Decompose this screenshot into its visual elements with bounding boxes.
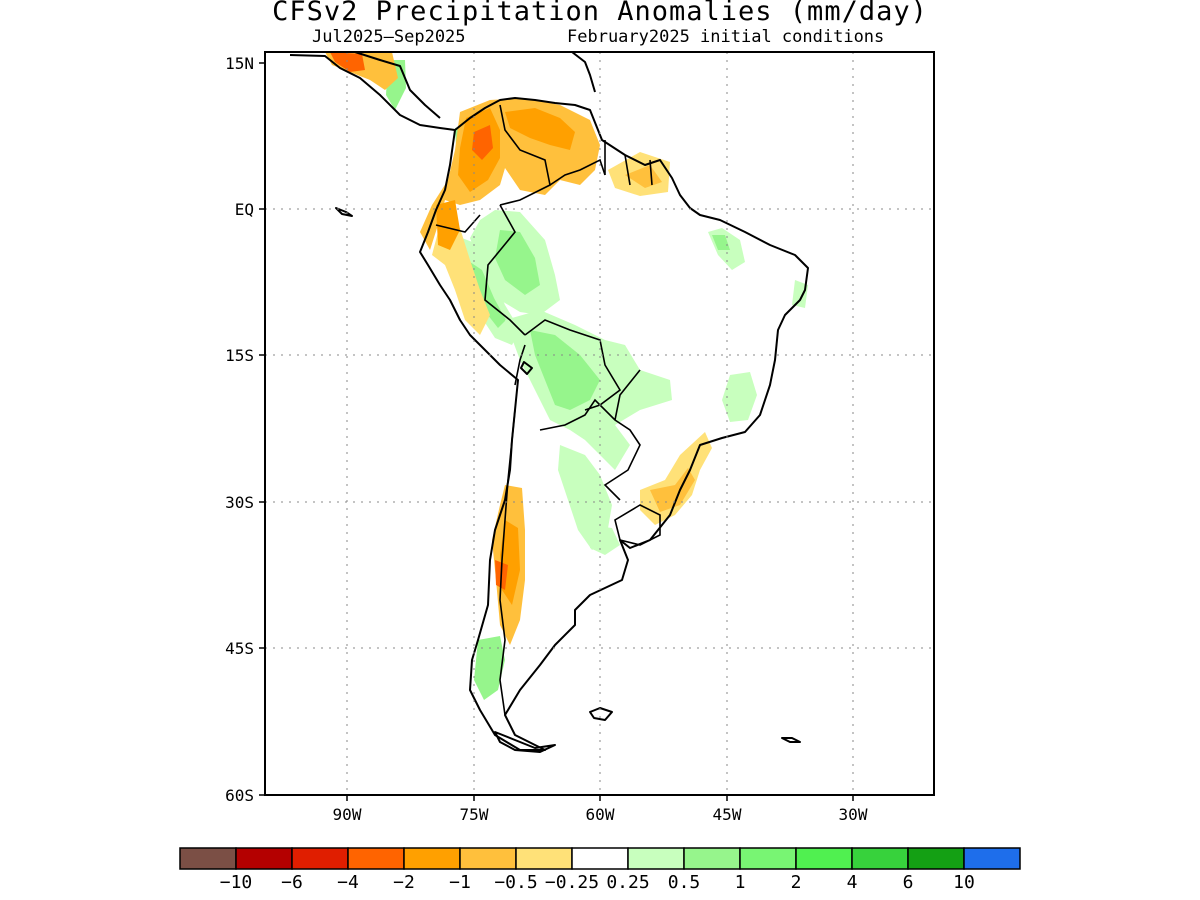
dry-anomalies — [325, 52, 712, 645]
colorbar-label: 2 — [791, 872, 802, 893]
country-borders — [435, 104, 661, 716]
anomaly-colombia-peak — [472, 125, 493, 160]
colorbar-label: 0.5 — [668, 872, 701, 893]
colorbar-label: 6 — [903, 872, 914, 893]
anomaly-peru-andes-core — [470, 262, 506, 328]
border-ecuador-peru — [435, 214, 481, 233]
colorbar-swatch — [851, 847, 909, 870]
anomaly-chaco-wet — [558, 445, 612, 550]
anomaly-brazil-east-wet — [792, 280, 808, 308]
colorbar-label: 0.25 — [606, 872, 649, 893]
colorbar-label: −4 — [337, 872, 359, 893]
border-guianas — [604, 140, 653, 186]
anomaly-mato-grosso-wet — [722, 372, 757, 422]
lat-labels: 15N EQ 15S 30S 45S 60S — [225, 54, 254, 805]
border-paraguay-brazil — [614, 369, 641, 421]
colorbar-label: −6 — [281, 872, 303, 893]
colorbar-swatch — [627, 847, 685, 870]
south-georgia — [781, 737, 801, 743]
colorbar: −10 −6 −4 −2 −1 −0.5 −0.25 0.25 0.5 1 2 4 6 10 — [179, 847, 1021, 893]
lake-titicaca — [520, 361, 533, 375]
colorbar-swatch — [571, 847, 629, 870]
colorbar-swatch — [907, 847, 965, 870]
anomaly-guianas-core — [625, 165, 662, 188]
anomaly-ecuador-core — [436, 200, 460, 250]
lat-label-60s: 60S — [225, 786, 254, 805]
lon-label-90w: 90W — [333, 805, 362, 824]
chart-title: CFSv2 Precipitation Anomalies (mm/day) — [272, 0, 928, 27]
border-peru-bolivia-brazil — [524, 319, 622, 411]
colorbar-label: −0.25 — [545, 872, 599, 893]
tick-marks — [259, 62, 854, 801]
colorbar-swatch — [291, 847, 349, 870]
caribbean-island-coast — [571, 52, 596, 93]
falkland-islands — [589, 707, 613, 721]
anomaly-bolivia-core — [530, 330, 600, 410]
colorbar-label: 1 — [735, 872, 746, 893]
anomaly-venezuela-core — [505, 108, 575, 150]
tierra-del-fuego — [494, 731, 556, 753]
anomaly-ecuador-peru-dry — [432, 228, 490, 335]
lat-label-30s: 30S — [225, 493, 254, 512]
subtitle-initial-conditions: February2025 initial conditions — [567, 27, 885, 47]
border-colombia-venezuela — [499, 104, 551, 206]
subtitle-period: Jul2025–Sep2025 — [312, 27, 466, 47]
colorbar-swatch — [515, 847, 573, 870]
lat-label-15s: 15S — [225, 346, 254, 365]
lat-label-45s: 45S — [225, 639, 254, 658]
anomaly-se-brazil-core — [650, 468, 695, 512]
colorbar-swatch — [795, 847, 853, 870]
colorbar-swatch — [683, 847, 741, 870]
colorbar-label: −2 — [393, 872, 415, 893]
colorbar-label: −0.5 — [494, 872, 537, 893]
colorbar-swatch — [235, 847, 293, 870]
border-venezuela-brazil — [549, 158, 606, 186]
border-colombia-peru-brazil — [484, 204, 526, 336]
colorbar-swatch — [459, 847, 517, 870]
lon-label-30w: 30W — [839, 805, 868, 824]
wet-anomalies — [386, 60, 808, 700]
colorbar-label: 10 — [953, 872, 975, 893]
lon-label-75w: 75W — [460, 805, 489, 824]
colorbar-label: −1 — [449, 872, 471, 893]
central-america-north-coast — [354, 52, 441, 119]
border-uruguay — [614, 504, 661, 546]
galapagos — [335, 207, 353, 217]
coastlines — [289, 52, 809, 753]
colorbar-label: 4 — [847, 872, 858, 893]
lat-label-15n: 15N — [225, 54, 254, 73]
lon-labels: 90W 75W 60W 45W 30W — [333, 805, 868, 824]
border-argentina-chile — [499, 409, 516, 716]
colorbar-swatch — [739, 847, 797, 870]
anomaly-western-amazon-core — [495, 230, 540, 295]
lon-label-60w: 60W — [586, 805, 615, 824]
border-bolivia-paraguay-argentina — [539, 398, 641, 501]
anomaly-patagonia-wet — [474, 636, 505, 700]
colorbar-swatch — [179, 847, 237, 870]
map-content — [265, 52, 934, 795]
lon-label-45w: 45W — [713, 805, 742, 824]
border-bolivia-chile — [514, 344, 526, 386]
lat-label-eq: EQ — [235, 200, 254, 219]
south-america-coastline — [419, 97, 809, 751]
central-america-coastline — [289, 54, 456, 131]
colorbar-label: −10 — [220, 872, 253, 893]
anomaly-pampas-wet — [590, 525, 620, 555]
colorbar-swatch — [347, 847, 405, 870]
colorbar-swatch — [963, 847, 1021, 870]
anomaly-ne-brazil-core — [712, 235, 730, 250]
colorbar-swatch — [403, 847, 461, 870]
